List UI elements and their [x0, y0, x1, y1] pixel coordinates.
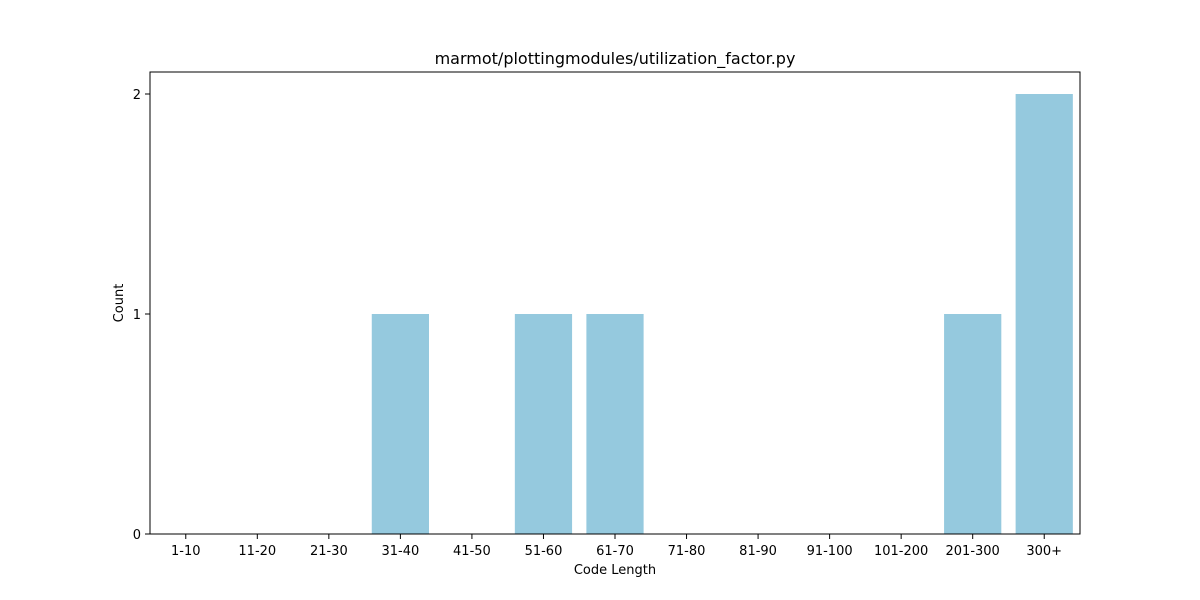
x-tick-label: 300+ [1026, 544, 1062, 559]
x-tick-label: 201-300 [946, 544, 1000, 559]
chart-title: marmot/plottingmodules/utilization_facto… [435, 49, 796, 69]
bars-group [371, 94, 1073, 534]
x-tick-label: 31-40 [381, 544, 419, 559]
x-tick-label: 71-80 [668, 544, 706, 559]
x-tick-label: 81-90 [739, 544, 777, 559]
axes-frame [149, 71, 1081, 535]
x-tick-label: 51-60 [525, 544, 563, 559]
bar-51-60 [514, 314, 573, 534]
bar-300+ [1015, 94, 1073, 534]
bar-201-300 [944, 314, 1002, 534]
x-axis-ticks: 1-10 11-20 21-30 31-40 41-50 51-60 61-70 71-80 8… [171, 534, 1062, 559]
x-tick-label: 101-200 [874, 544, 928, 559]
x-tick-label: 1-10 [171, 544, 201, 559]
y-axis-ticks: 0 1 2 [133, 88, 150, 543]
x-tick-label: 91-100 [807, 544, 853, 559]
y-tick-label: 1 [133, 308, 141, 323]
x-axis-label: Code Length [574, 563, 656, 578]
bar-61-70 [586, 314, 644, 534]
bar-31-40 [371, 314, 429, 534]
y-tick-label: 2 [133, 88, 141, 103]
y-axis-label: Count [112, 284, 127, 323]
x-tick-label: 21-30 [310, 544, 348, 559]
x-tick-label: 41-50 [453, 544, 491, 559]
x-tick-label: 61-70 [596, 544, 634, 559]
y-tick-label: 0 [133, 528, 141, 543]
x-tick-label: 11-20 [238, 544, 276, 559]
